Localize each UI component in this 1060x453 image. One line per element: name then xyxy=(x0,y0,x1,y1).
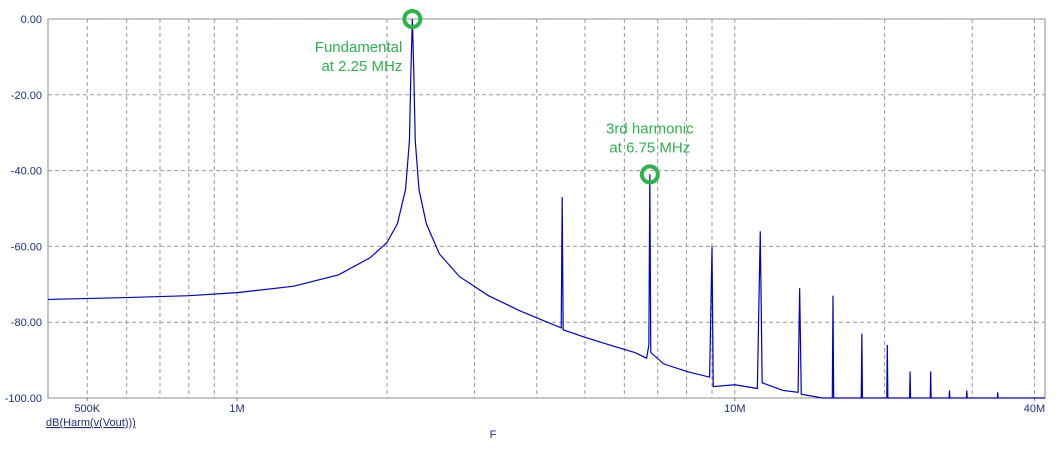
series-line xyxy=(47,18,1045,399)
x-tick-label: 500K xyxy=(74,403,100,415)
annotation-text: 3rd harmonic xyxy=(606,120,694,137)
annotation-marker xyxy=(402,9,423,29)
annotation-marker xyxy=(639,164,660,185)
y-tick-label: -100.00 xyxy=(5,393,42,405)
x-tick-label: 1M xyxy=(229,403,244,415)
annotation-text: at 6.75 MHz xyxy=(609,139,690,156)
y-tick-label: -60.00 xyxy=(11,241,42,253)
annotation-text: at 2.25 MHz xyxy=(321,58,402,75)
y-axis-label: dB(Harm(v(Vout))) xyxy=(46,417,136,429)
y-tick-label: -80.00 xyxy=(11,317,42,329)
annotation-text: Fundamental xyxy=(315,39,403,56)
x-tick-label: 40M xyxy=(1024,403,1045,415)
x-tick-label: 10M xyxy=(724,403,745,415)
x-axis-label: F xyxy=(490,429,497,441)
plot-area xyxy=(47,18,1046,399)
y-tick-label: -20.00 xyxy=(11,90,42,102)
y-tick-label: 0.00 xyxy=(21,14,42,26)
y-tick-label: -40.00 xyxy=(11,166,42,178)
